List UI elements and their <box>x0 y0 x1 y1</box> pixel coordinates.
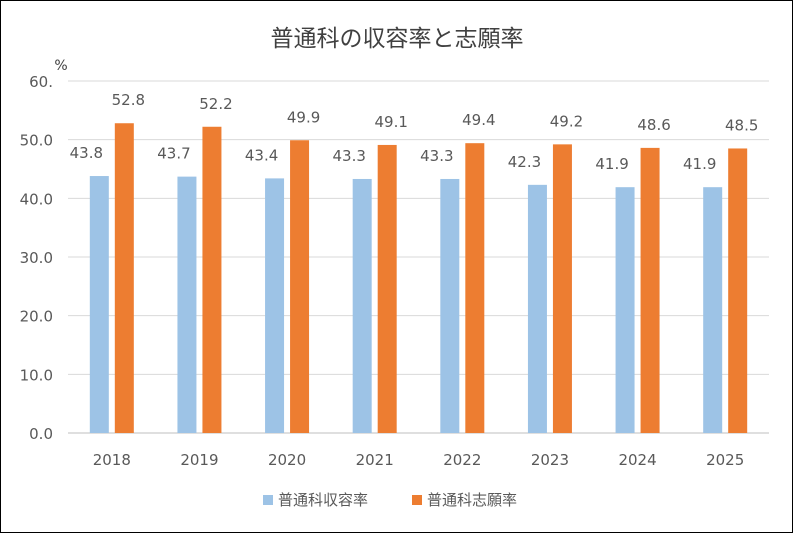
data-label: 41.9 <box>595 155 628 173</box>
data-labels: 43.8 52.8 43.7 52.2 43.4 49.9 43.3 49.1 43.3 49.4… <box>70 91 759 173</box>
data-label: 52.8 <box>112 91 145 109</box>
bar-application-2022 <box>465 143 485 434</box>
data-label: 49.4 <box>462 111 495 129</box>
bar-application-2021 <box>377 144 397 434</box>
legend-label: 普通科収容率 <box>278 491 368 509</box>
bar-application-2020 <box>290 140 310 433</box>
bar-application-2023 <box>552 144 572 434</box>
data-label: 42.3 <box>508 153 541 171</box>
x-tick-label: 2018 <box>93 451 131 469</box>
x-tick-label: 2021 <box>356 451 394 469</box>
bar-application-2024 <box>640 147 660 433</box>
bar-capacity-2020 <box>265 178 285 433</box>
data-label: 52.2 <box>199 95 232 113</box>
x-tick-label: 2019 <box>180 451 218 469</box>
legend: 普通科収容率 普通科志願率 <box>263 491 517 509</box>
y-tick-label: 30.0 <box>20 249 53 267</box>
bar-capacity-2021 <box>352 178 372 433</box>
x-tick-label: 2020 <box>268 451 306 469</box>
data-label: 43.8 <box>70 144 103 162</box>
bar-capacity-2023 <box>527 184 547 433</box>
y-tick-label: 10.0 <box>20 366 53 384</box>
bar-capacity-2022 <box>440 178 460 433</box>
legend-swatch <box>412 495 422 505</box>
bar-capacity-2018 <box>89 176 109 434</box>
y-tick-label: 50.0 <box>20 132 53 150</box>
data-label: 49.1 <box>374 113 407 131</box>
x-tick-label: 2025 <box>706 451 744 469</box>
bar-capacity-2025 <box>703 187 723 433</box>
data-label: 43.3 <box>420 147 453 165</box>
x-tick-label: 2024 <box>618 451 656 469</box>
y-axis-unit-label: % <box>54 58 67 74</box>
y-axis-tick-labels: 0.0 10.0 20.0 30.0 40.0 50.0 60. <box>20 73 53 443</box>
bar-application-2019 <box>202 126 222 433</box>
y-tick-label: 0.0 <box>29 425 53 443</box>
data-label: 48.6 <box>637 116 670 134</box>
x-tick-label: 2023 <box>531 451 569 469</box>
bar-application-2018 <box>114 123 134 434</box>
x-tick-label: 2022 <box>443 451 481 469</box>
legend-label: 普通科志願率 <box>427 491 517 509</box>
bar-capacity-2024 <box>615 187 635 433</box>
data-label: 43.4 <box>245 146 278 164</box>
y-tick-label: 40.0 <box>20 190 53 208</box>
bars <box>89 123 748 434</box>
bar-application-2025 <box>728 148 748 433</box>
data-label: 49.9 <box>287 108 320 126</box>
data-label: 49.2 <box>550 112 583 130</box>
data-label: 48.5 <box>725 116 758 134</box>
y-tick-label: 20.0 <box>20 308 53 326</box>
chart-title: 普通科の収容率と志願率 <box>271 26 524 52</box>
data-label: 43.3 <box>332 147 365 165</box>
legend-swatch <box>263 495 273 505</box>
x-axis-tick-labels: 2018 2019 2020 2021 2022 2023 2024 2025 <box>93 451 745 469</box>
data-label: 41.9 <box>683 155 716 173</box>
y-tick-label: 60. <box>29 73 53 91</box>
bar-capacity-2019 <box>177 176 197 434</box>
data-label: 43.7 <box>157 145 190 163</box>
